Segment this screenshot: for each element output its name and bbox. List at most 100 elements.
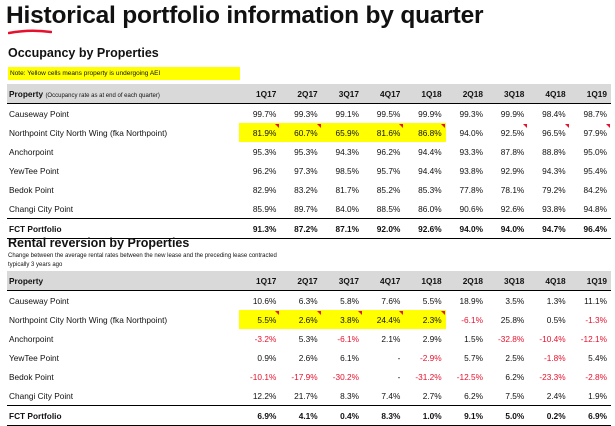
value-cell: -23.3% xyxy=(539,371,566,382)
table-row: Changi City Point 12.2% 21.7% 8.3% 7.4% 2.7% 6… xyxy=(7,386,611,406)
rental-description: Change between the average rental rates … xyxy=(8,253,277,268)
table-header-row: Property 1Q17 2Q17 3Q17 4Q17 1Q18 2Q18 3Q18 4Q1… xyxy=(7,271,611,291)
value-cell: 95.4% xyxy=(583,165,607,176)
value-cell: 87.8% xyxy=(500,146,525,157)
header-quarter-cell: 2Q18 xyxy=(445,271,487,291)
value-cell: 18.9% xyxy=(459,295,483,306)
value-cell: 0.9% xyxy=(257,352,277,363)
total-value-cell: 9.1% xyxy=(445,405,487,426)
value-cell: 1.9% xyxy=(588,390,607,401)
value-cell: 99.9% xyxy=(500,108,525,119)
property-name-cell: YewTee Point xyxy=(9,165,59,176)
value-cell: 85.9% xyxy=(252,203,277,214)
value-cell: 7.6% xyxy=(381,295,401,306)
value-cell: -31.2% xyxy=(415,371,442,382)
value-cell: 85.3% xyxy=(418,184,442,195)
value-cell: 99.7% xyxy=(252,108,277,119)
value-cell: 92.5% xyxy=(487,123,528,142)
value-cell: 96.5% xyxy=(528,123,569,142)
header-property-sublabel: (Occupancy rate as at end of each quarte… xyxy=(45,92,160,99)
value-cell: 93.3% xyxy=(459,146,483,157)
total-value-cell: 4.1% xyxy=(280,405,322,426)
total-row: FCT Portfolio 91.3% 87.2% 87.1% 92.0% 92.6% 94… xyxy=(7,218,611,239)
value-cell: 5.5% xyxy=(422,295,442,306)
occupancy-table: Property (Occupancy rate as at end of ea… xyxy=(7,84,611,239)
value-cell: 94.3% xyxy=(335,146,359,157)
occupancy-heading: Occupancy by Properties xyxy=(8,46,159,60)
value-cell: 7.5% xyxy=(505,390,525,401)
property-name-cell: Northpoint City North Wing (fka Northpoi… xyxy=(9,127,168,138)
value-cell: -12.5% xyxy=(456,371,483,382)
table-row: Anchorpoint 95.3% 95.3% 94.3% 96.2% 94.4% 93.3… xyxy=(7,142,611,161)
value-cell: 1.3% xyxy=(546,295,566,306)
value-cell: 84.2% xyxy=(583,184,607,195)
value-cell: -1.8% xyxy=(543,352,566,363)
header-quarter-cell: 2Q17 xyxy=(280,84,322,104)
value-cell: - xyxy=(397,371,401,382)
total-value-cell: 6.9% xyxy=(569,405,611,426)
value-cell: 78.1% xyxy=(500,184,525,195)
header-quarter-cell: 4Q17 xyxy=(363,271,405,291)
table-row: Northpoint City North Wing (fka Northpoi… xyxy=(7,123,611,142)
header-quarter-cell: 2Q17 xyxy=(280,271,322,291)
value-cell: 99.5% xyxy=(376,108,401,119)
total-label-cell: FCT Portfolio xyxy=(7,218,240,239)
value-cell: 81.6% xyxy=(363,123,405,142)
value-cell: 94.4% xyxy=(418,146,442,157)
header-quarter-cell: 2Q18 xyxy=(445,84,487,104)
value-cell: 21.7% xyxy=(294,390,318,401)
total-value-cell: 5.0% xyxy=(486,405,529,426)
header-quarter-cell: 1Q17 xyxy=(239,271,281,291)
value-cell: 6.1% xyxy=(340,352,359,363)
value-cell: 10.6% xyxy=(252,295,277,306)
value-cell: 3.8% xyxy=(321,310,363,329)
property-name-cell: Causeway Point xyxy=(9,108,69,119)
value-cell: 90.6% xyxy=(459,203,483,214)
header-quarter-cell: 3Q18 xyxy=(486,271,529,291)
table-row: YewTee Point 96.2% 97.3% 98.5% 95.7% 94.4% 93.… xyxy=(7,161,611,180)
total-value-cell: 87.2% xyxy=(280,218,322,239)
value-cell: -1.3% xyxy=(585,314,607,325)
value-cell: 96.2% xyxy=(252,165,277,176)
value-cell: 94.0% xyxy=(459,127,483,138)
total-label-cell: FCT Portfolio xyxy=(7,405,240,426)
header-quarter-cell: 4Q18 xyxy=(528,84,570,104)
total-value-cell: 87.1% xyxy=(321,218,363,239)
value-cell: 2.9% xyxy=(422,333,442,344)
total-value-cell: 0.4% xyxy=(321,405,363,426)
value-cell: 6.2% xyxy=(505,371,525,382)
value-cell: 98.7% xyxy=(583,108,607,119)
value-cell: 1.5% xyxy=(464,333,483,344)
table-header-row: Property (Occupancy rate as at end of ea… xyxy=(7,84,611,104)
value-cell: 94.3% xyxy=(542,165,566,176)
header-quarter-cell: 4Q17 xyxy=(363,84,405,104)
value-cell: 81.9% xyxy=(239,123,281,142)
property-name-cell: Bedok Point xyxy=(9,184,54,195)
value-cell: 7.4% xyxy=(381,390,401,401)
total-value-cell: 91.3% xyxy=(239,218,281,239)
header-property-cell: Property xyxy=(7,271,240,291)
property-name-cell: Causeway Point xyxy=(9,295,69,306)
title-underline-swoosh xyxy=(8,29,52,35)
header-quarter-cell: 1Q19 xyxy=(569,271,611,291)
total-value-cell: 1.0% xyxy=(404,405,446,426)
total-value-cell: 92.0% xyxy=(363,218,405,239)
value-cell: 82.9% xyxy=(252,184,277,195)
value-cell: 5.5% xyxy=(239,310,281,329)
value-cell: 2.6% xyxy=(280,310,322,329)
value-cell: 5.7% xyxy=(464,352,483,363)
value-cell: 60.7% xyxy=(280,123,322,142)
value-cell: 98.4% xyxy=(542,108,566,119)
total-value-cell: 94.7% xyxy=(528,218,570,239)
value-cell: -30.2% xyxy=(332,371,359,382)
value-cell: 2.4% xyxy=(546,390,566,401)
value-cell: 95.0% xyxy=(583,146,607,157)
value-cell: 99.3% xyxy=(294,108,318,119)
value-cell: -12.1% xyxy=(580,333,607,344)
value-cell: 2.6% xyxy=(298,352,318,363)
table-row: Bedok Point -10.1% -17.9% -30.2% - -31.2% -12.… xyxy=(7,367,611,386)
property-name-cell: Anchorpoint xyxy=(9,146,54,157)
value-cell: - xyxy=(397,352,401,363)
value-cell: 65.9% xyxy=(321,123,363,142)
value-cell: 86.8% xyxy=(404,123,446,142)
